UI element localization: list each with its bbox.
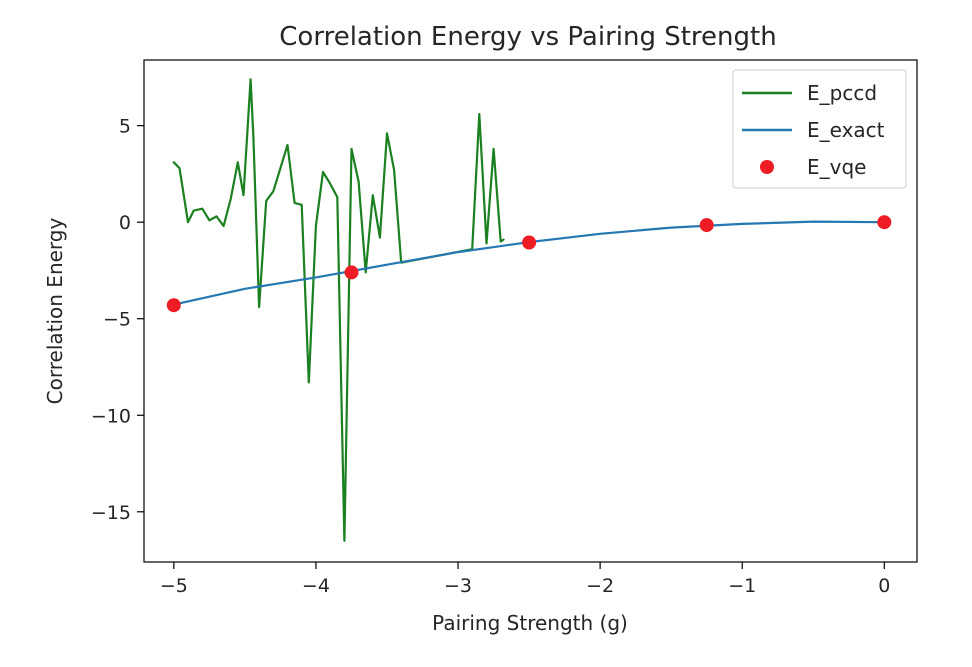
x-tick-label: −5 bbox=[160, 575, 188, 597]
legend-label-e-exact: E_exact bbox=[807, 118, 885, 142]
plot-area bbox=[166, 78, 892, 542]
chart-title: Correlation Energy vs Pairing Strength bbox=[279, 22, 776, 52]
series-point-e-vqe bbox=[699, 218, 714, 233]
y-tick-label: −10 bbox=[91, 405, 131, 427]
x-axis-label: Pairing Strength (g) bbox=[432, 611, 628, 635]
y-axis-label: Correlation Energy bbox=[43, 218, 67, 405]
x-tick-label: −2 bbox=[586, 575, 614, 597]
legend: E_pccd E_exact E_vqe bbox=[732, 69, 907, 189]
series-line-e-pccd bbox=[172, 78, 505, 542]
legend-swatch-e-vqe bbox=[760, 160, 774, 174]
series-point-e-vqe bbox=[344, 265, 359, 280]
legend-label-e-pccd: E_pccd bbox=[807, 81, 877, 105]
plot-frame bbox=[143, 59, 918, 563]
y-tick-label: −5 bbox=[103, 309, 131, 331]
x-tick-label: −1 bbox=[728, 575, 756, 597]
x-tick-label: −3 bbox=[444, 575, 472, 597]
x-axis: −5 −4 −3 −2 −1 0 bbox=[160, 562, 890, 597]
x-tick-label: −4 bbox=[302, 575, 330, 597]
series-point-e-vqe bbox=[877, 215, 892, 230]
series-point-e-vqe bbox=[522, 235, 537, 250]
series-point-e-vqe bbox=[166, 298, 181, 313]
y-axis: 5 0 −5 −10 −15 bbox=[91, 116, 144, 524]
legend-box bbox=[732, 69, 907, 189]
y-tick-label: 0 bbox=[119, 212, 131, 234]
y-tick-label: −15 bbox=[91, 502, 131, 524]
x-tick-label: 0 bbox=[878, 575, 890, 597]
y-tick-label: 5 bbox=[119, 116, 131, 138]
legend-label-e-vqe: E_vqe bbox=[807, 155, 866, 179]
